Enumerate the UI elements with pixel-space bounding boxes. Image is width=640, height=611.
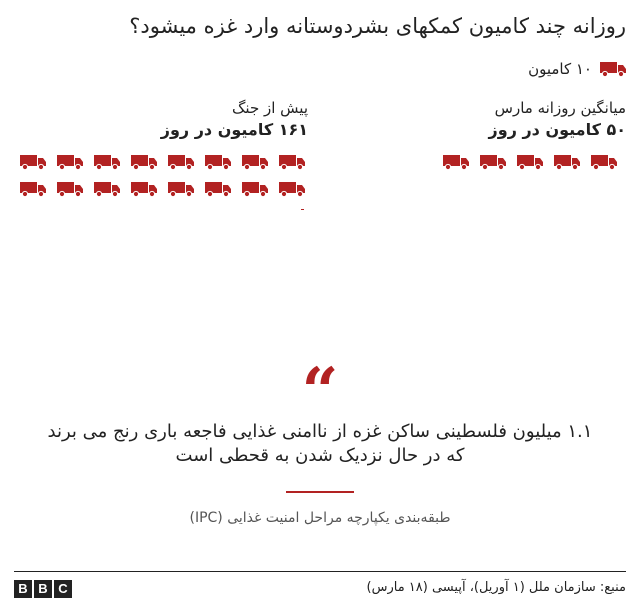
- truck-mark: [168, 182, 194, 198]
- legend: ۱۰ کامیون: [528, 60, 626, 78]
- truck-grid-prewar: [20, 155, 305, 210]
- truck-mark: [480, 155, 506, 171]
- truck-icon: [600, 62, 626, 77]
- truck-mark: [242, 155, 268, 171]
- truck-mark: [279, 182, 305, 198]
- truck-mark: [443, 155, 469, 171]
- series-name: پیش از جنگ: [232, 99, 308, 117]
- truck-mark: [301, 209, 304, 210]
- truck-mark: [205, 182, 231, 198]
- truck-mark: [20, 182, 46, 198]
- series-label-prewar: پیش از جنگ ۱۶۱ کامیون در روز: [161, 97, 308, 141]
- quote-text: ۱.۱ میلیون فلسطینی ساکن غزه از ناامنی غذ…: [47, 421, 593, 466]
- source-text: منبع: سازمان ملل (۱ آوریل)، آپیسی (۱۸ ما…: [366, 580, 626, 595]
- series-value-label: ۵۰ کامیون در روز: [488, 120, 626, 139]
- truck-mark: [131, 155, 157, 171]
- quote-mark-icon: “: [301, 354, 339, 429]
- truck-mark: [554, 155, 580, 171]
- truck-mark: [131, 182, 157, 198]
- truck-mark: [205, 155, 231, 171]
- series-value-label: ۱۶۱ کامیون در روز: [160, 120, 308, 139]
- legend-label: ۱۰ کامیون: [528, 60, 592, 78]
- chart-title: روزانه چند کامیون کمکهای بشردوستانه وارد…: [129, 14, 626, 38]
- bbc-logo: B B C: [14, 580, 72, 598]
- truck-mark: [279, 155, 305, 171]
- logo-letter: C: [54, 580, 72, 598]
- quote-attribution: طبقه‌بندی یکپارچه مراحل امنیت غذایی (IPC…: [189, 510, 451, 526]
- truck-mark: [517, 155, 543, 171]
- truck-mark: [57, 182, 83, 198]
- logo-letter: B: [14, 580, 32, 598]
- truck-mark: [242, 182, 268, 198]
- truck-mark: [168, 155, 194, 171]
- truck-mark: [94, 182, 120, 198]
- truck-grid-march: [443, 155, 617, 171]
- footer-divider: [14, 571, 626, 572]
- logo-letter: B: [34, 580, 52, 598]
- truck-mark: [57, 155, 83, 171]
- truck-mark: [94, 155, 120, 171]
- truck-mark: [591, 155, 617, 171]
- series-name: میانگین روزانه مارس: [494, 99, 626, 117]
- series-label-march: میانگین روزانه مارس ۵۰ کامیون در روز: [489, 97, 626, 141]
- divider: [286, 491, 354, 493]
- truck-mark: [20, 155, 46, 171]
